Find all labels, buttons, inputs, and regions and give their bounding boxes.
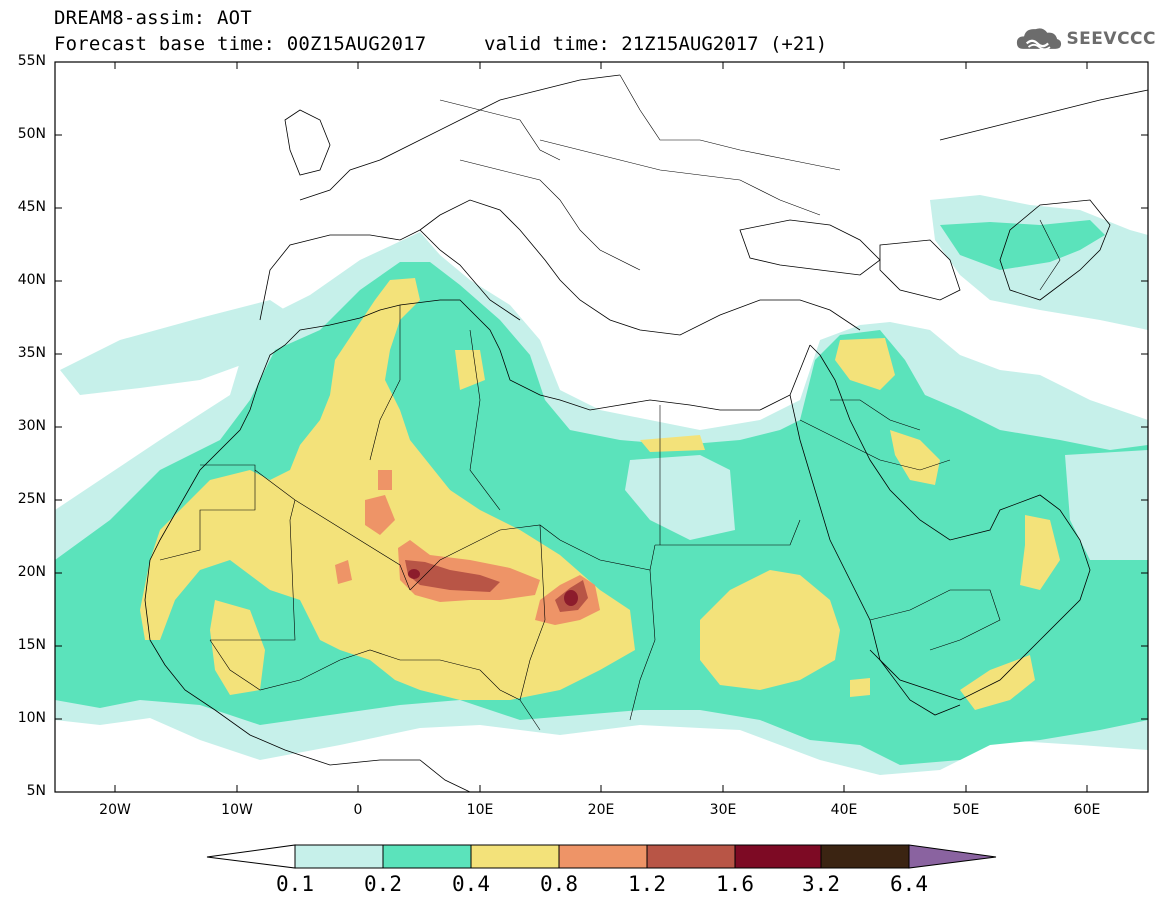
lon-ticks	[114, 62, 1088, 792]
colorbar-label: 0.8	[540, 872, 578, 896]
colorbar-over-arrow	[908, 844, 997, 869]
lat-label: 35N	[17, 345, 46, 361]
lat-label: 10N	[17, 710, 46, 726]
seevccc-logo: SEEVCCC	[1016, 22, 1156, 56]
map-title: DREAM8-assim: AOT	[54, 7, 252, 29]
colorbar-cell-0.8	[558, 844, 648, 869]
colorbar-label: 1.6	[716, 872, 754, 896]
lon-label: 0	[353, 802, 363, 818]
forecast-base-time: Forecast base time: 00Z15AUG2017	[54, 33, 427, 55]
colorbar-label: 0.1	[276, 872, 314, 896]
lat-label: 45N	[17, 199, 46, 215]
coastlines	[144, 74, 1148, 792]
lon-label: 50E	[952, 802, 980, 818]
lat-ticks	[55, 61, 1148, 720]
lat-label: 55N	[17, 53, 46, 69]
colorbar-cell-0.2	[382, 844, 472, 869]
colorbar-cell-1.2	[646, 844, 736, 869]
colorbar-label: 0.2	[364, 872, 402, 896]
colorbar	[206, 844, 997, 869]
lat-label: 40N	[17, 272, 46, 288]
colorbar-under-arrow	[206, 844, 296, 869]
lon-label: 20E	[587, 802, 615, 818]
logo-text: SEEVCCC	[1066, 29, 1156, 49]
lat-label: 15N	[17, 637, 46, 653]
colorbar-label: 3.2	[802, 872, 840, 896]
lon-label: 30E	[709, 802, 737, 818]
lon-label: 10E	[466, 802, 494, 818]
colorbar-cell-0.1	[294, 844, 384, 869]
colorbar-label: 1.2	[628, 872, 666, 896]
colorbar-label: 6.4	[890, 872, 928, 896]
lat-label: 20N	[17, 564, 46, 580]
lon-label: 60E	[1073, 802, 1101, 818]
colorbar-cell-0.4	[470, 844, 560, 869]
valid-time: valid time: 21Z15AUG2017 (+21)	[484, 33, 828, 55]
lon-label: 20W	[99, 802, 131, 818]
aot-contour-1.6	[408, 569, 578, 606]
cloud-icon	[1016, 28, 1062, 51]
colorbar-cell-3.2	[820, 844, 910, 869]
lon-label: 10W	[221, 802, 253, 818]
lon-label: 40E	[830, 802, 858, 818]
borders	[159, 74, 1061, 731]
lat-label: 50N	[17, 126, 46, 142]
colorbar-cell-1.6	[734, 844, 822, 869]
colorbar-label: 0.4	[452, 872, 490, 896]
lat-label: 25N	[17, 491, 46, 507]
lat-label: 30N	[17, 418, 46, 434]
lat-label: 5N	[26, 783, 46, 799]
